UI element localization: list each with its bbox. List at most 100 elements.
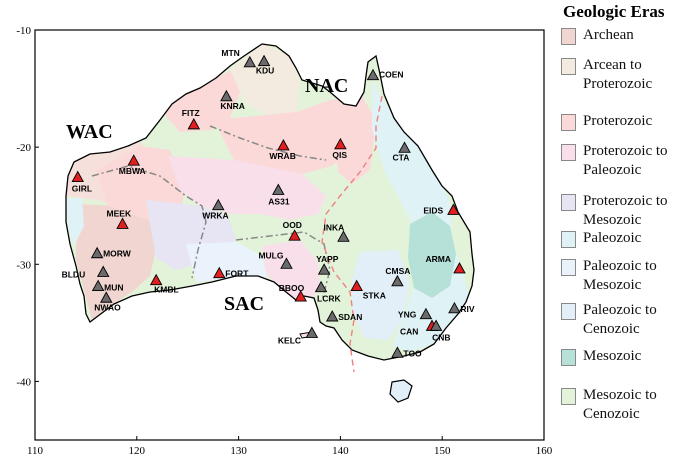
station-marker-eids [447,203,460,215]
legend-swatch [561,28,576,45]
station-label-meek: MEEK [107,208,132,218]
station-marker-as31 [272,183,285,195]
y-tick-label: -10 [16,25,31,37]
station-label-qis: QIS [332,150,347,160]
legend-label-line: Mesozoic [583,212,642,228]
region-proterozoic-north [214,100,352,174]
region-label-wac: WAC [66,121,113,143]
station-marker-sdan [325,310,339,322]
region-proterozoic-mt-isa [330,96,376,184]
station-marker-cmsa [391,274,404,287]
craton-boundary-sac [235,231,331,301]
region-label-sac: SAC [224,293,264,315]
station-marker-too [391,346,404,358]
station-label-riv: RIV [460,304,475,314]
station-label-mbwa: MBWA [119,166,146,176]
station-label-inka: INKA [323,222,344,232]
station-label-mulg: MULG [258,250,283,260]
station-label-knra: KNRA [220,101,245,111]
station-label-arma: ARMA [426,254,452,264]
station-label-mun: MUN [104,283,123,293]
seismic-stations: MTN KDU COEN KNRA FITZ WRAB QIS CTA MBWA GIRL AS31… [62,48,475,359]
station-marker-arma [453,262,466,274]
legend-label-line: Paleozoic to [583,302,657,318]
station-marker-nwao [99,291,113,303]
craton-boundary-nac [209,125,327,161]
tasmania-outline [389,379,413,403]
legend-label: Mesozoic [583,347,641,366]
station-marker-inka [337,230,350,242]
legend-label-line: Archean [583,27,634,43]
station-marker-bboo [294,290,307,302]
station-marker-mbwa [127,154,141,166]
station-marker-mulg [280,257,293,269]
legend-swatch [561,259,576,276]
legend-label-line: Paleozoic [583,230,642,246]
station-marker-stka [350,279,363,291]
station-label-bboo: BBOO [279,283,305,293]
legend-title: Geologic Eras [563,2,665,21]
legend-label-line: Cenozoic [583,321,640,337]
station-label-cmsa: CMSA [385,266,410,276]
station-marker-qis [334,137,347,150]
legend-label-line: Mesozoic [583,348,642,364]
station-label-sdan: SDAN [338,312,362,322]
station-marker-ood [288,229,301,241]
station-label-bldu: BLDU [62,269,86,279]
x-tick-label: 160 [536,445,553,457]
station-label-morw: MORW [103,249,132,259]
legend-label-line: Paleozoic [583,162,642,178]
region-paleozoic-to-cenozoic [352,250,410,340]
station-label-too: TOO [403,348,422,358]
station-label-stka: STKA [363,291,386,301]
region-paleozoic-to-mesozoic [186,242,268,282]
station-marker-yapp [317,263,331,275]
station-label-fitz: FITZ [182,108,200,118]
station-marker-coen [366,68,380,81]
station-marker-meek [116,217,129,229]
station-label-wrka: WRKA [202,211,228,221]
legend-label: Paleozoic [583,229,641,248]
station-label-yng: YNG [398,310,417,320]
station-marker-kmbl [149,273,163,286]
station-marker-mun [91,279,105,291]
legend-label: Proterozoic [583,112,652,131]
station-label-can: CAN [400,326,418,336]
station-marker-lcrk [314,280,328,293]
x-tick-label: 130 [230,445,247,457]
station-label-kelc: KELC [278,335,301,345]
legend-label-line: Mesozoic to [583,387,657,403]
legend-label-line: Cenozoic [583,406,640,422]
region-paleozoic-west-coast [66,198,84,246]
station-marker-wrka [211,198,225,211]
station-marker-wrab [277,139,290,151]
station-marker-cnb [429,319,443,331]
station-marker-bldu [96,265,110,277]
y-axis-ticks: -10 -20 -30 -40 [16,25,39,388]
legend-label: Arcean to Proterozoic [583,56,652,94]
legend-label: Proterozoic to Paleozoic [583,142,668,180]
station-marker-riv [448,301,461,314]
station-label-kmbl: KMBL [154,285,179,295]
station-label-fort: FORT [225,269,249,279]
legend-label: Paleozoic to Mesozoic [583,257,657,295]
station-marker-morw [90,246,104,259]
station-marker-kelc [305,326,319,338]
x-tick-label: 120 [129,445,146,457]
station-label-eids: EIDS [423,205,443,215]
legend-swatch [561,303,576,320]
station-marker-cta [398,141,411,153]
x-axis-ticks: 110 120 130 140 150 160 [27,436,553,457]
station-label-cnb: CNB [432,332,450,342]
region-proterozoic-to-paleozoic [168,156,326,220]
legend-swatch [561,58,576,75]
legend-swatch [561,194,576,211]
station-label-yapp: YAPP [316,254,339,264]
legend-label-line: Proterozoic to [583,143,668,159]
station-marker-mtn [243,55,257,68]
legend-label-line: Proterozoic [583,113,653,129]
station-label-girl: GIRL [72,184,92,194]
station-marker-fort [212,266,226,279]
legend-label-line: Proterozoic to [583,193,668,209]
